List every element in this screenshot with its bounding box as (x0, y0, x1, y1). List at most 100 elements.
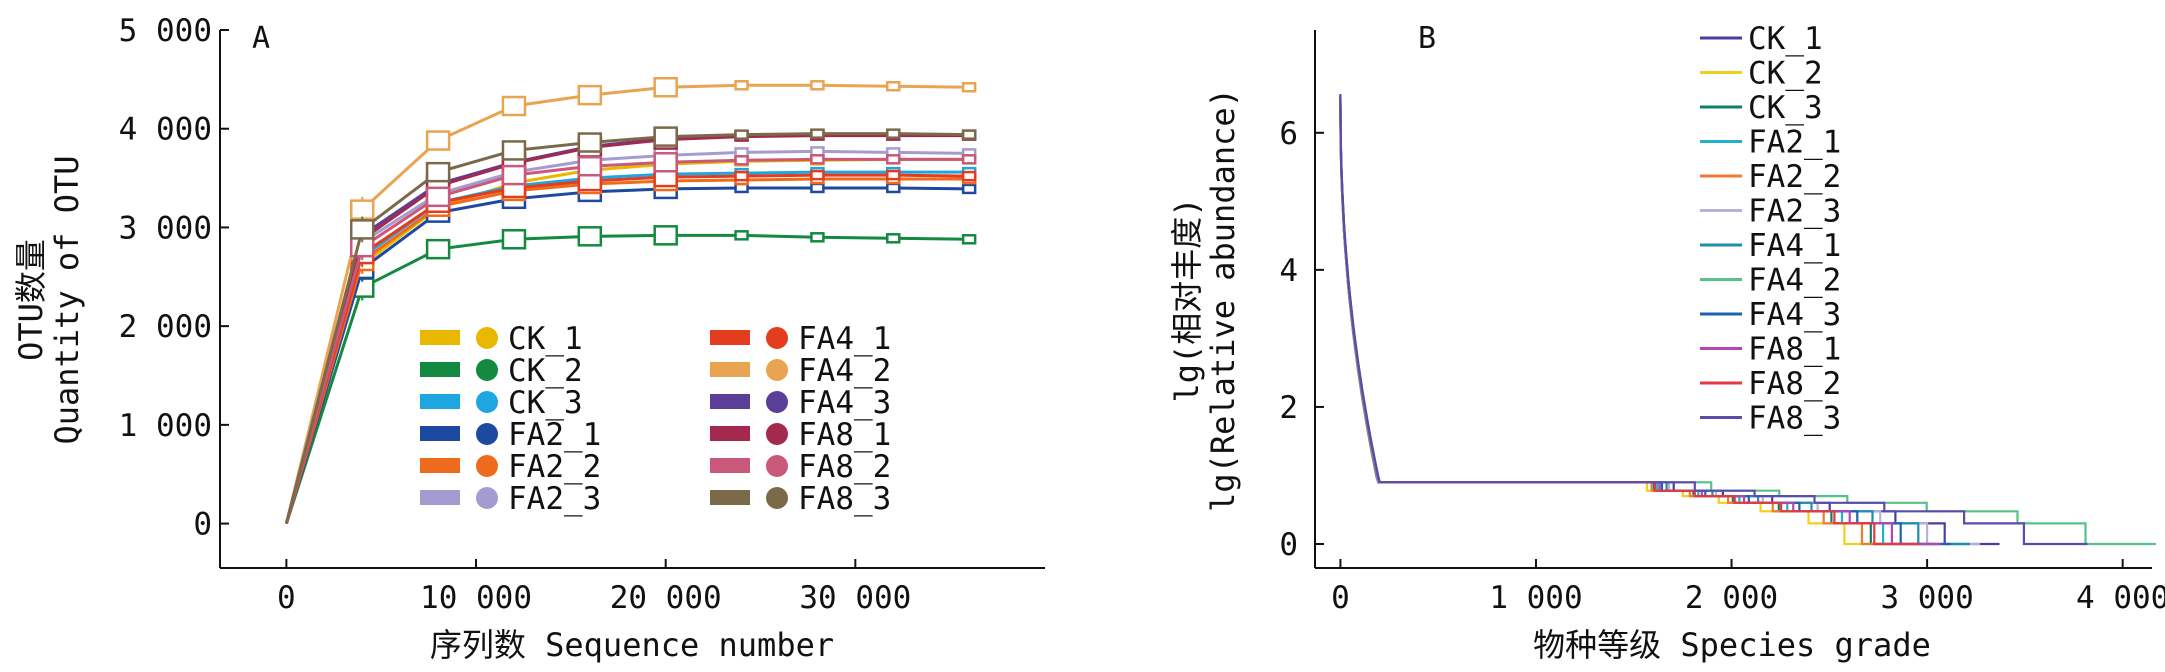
panel-a-y-tick-label: 5 000 (119, 13, 212, 49)
panel-b-legend-label: FA2_3 (1748, 194, 1841, 230)
panel-b-legend-item: CK_2 (1700, 56, 1823, 92)
panel-a-series-fa4-2 (284, 77, 977, 524)
panel-b-legend-label: FA2_1 (1748, 125, 1841, 161)
panel-a-box-marker (886, 128, 901, 139)
panel-a-box-marker (653, 126, 678, 147)
panel-a-box-marker (961, 183, 977, 195)
panel-a-box-marker (810, 182, 825, 194)
panel-a-legend-label: FA4_1 (798, 321, 891, 357)
panel-a-legend-dot (766, 455, 788, 477)
panel-a-legend-dot (766, 327, 788, 349)
panel-a-series-line (284, 134, 970, 524)
panel-b-legend-item: FA8_3 (1700, 401, 1841, 437)
panel-b-series-fa8-1 (1339, 95, 1941, 546)
panel-a-legend-item: CK_1 (420, 321, 583, 357)
panel-a-box-marker (734, 129, 749, 140)
panel-a-y-tick-label: 3 000 (119, 210, 212, 246)
panel-b-legend-item: FA4_1 (1700, 228, 1841, 264)
panel-a-legend-item: FA2_2 (420, 449, 601, 485)
panel-a-box-marker (577, 226, 603, 247)
panel-a-legend-label: CK_2 (508, 353, 583, 389)
panel-b-x-tick-label: 4 000 (2076, 580, 2165, 616)
panel-a-x-tick-label: 30 000 (799, 580, 911, 616)
panel-a-legend-dot (766, 423, 788, 445)
panel-a-legend-item: FA4_2 (710, 353, 891, 389)
panel-a-x-tick-label: 0 (277, 580, 296, 616)
panel-a-box-marker (501, 140, 527, 161)
panel-b-y-tick-label: 2 (1279, 390, 1298, 426)
panel-a-legend-item: FA8_2 (710, 449, 891, 485)
panel-b-y-tick-label: 0 (1279, 527, 1298, 563)
panel-b-series-fa4-1 (1339, 98, 1971, 546)
panel-a-legend-label: CK_1 (508, 321, 583, 357)
panel-b-legend-label: CK_1 (1748, 21, 1823, 57)
panel-a-legend-swatch (710, 362, 750, 377)
panel-a-legend-label: FA8_3 (798, 481, 891, 517)
panel-b-legend-label: FA2_2 (1748, 159, 1841, 195)
panel-a-box-marker (349, 199, 375, 220)
panel-a-y-label-en: Quantity of OTU (48, 156, 86, 445)
panel-a-series-line (284, 173, 970, 524)
panel-a-box-marker (886, 233, 901, 244)
panel-b-series-fa2-3 (1339, 98, 1980, 546)
panel-b: B 0 1 000 2 000 3 000 4 000 0 2 4 6 物种等级 Species… (1168, 21, 2165, 664)
panel-b-legend-item: CK_1 (1700, 21, 1823, 57)
panel-a-legend-label: FA2_1 (508, 417, 601, 453)
panel-a-box-marker (961, 234, 977, 245)
panel-a-legend-item: FA8_3 (710, 481, 891, 517)
panel-a-box-marker (961, 170, 977, 182)
panel-a-box-marker (961, 154, 977, 165)
panel-a-legend-swatch (710, 394, 750, 409)
panel-a-box-marker (810, 169, 825, 181)
panel-a-legend-dot (766, 391, 788, 413)
panel-b-series (1339, 93, 2156, 546)
panel-a-y-label-cn: OTU数量 (12, 239, 50, 361)
panel-a-box-marker (349, 219, 375, 240)
panel-a-box-marker (734, 155, 749, 166)
panel-b-x-tick-label: 1 000 (1489, 580, 1582, 616)
panel-a-box-marker (810, 80, 825, 91)
panel-a-box-marker (425, 238, 451, 260)
panel-a-y-tick-label: 0 (193, 507, 212, 543)
panel-a-box-marker (810, 128, 825, 139)
panel-a-legend-item: FA2_1 (420, 417, 601, 453)
panel-a-legend-label: FA4_3 (798, 385, 891, 421)
panel-a-box-marker (577, 84, 603, 106)
panel-a-box-marker (810, 232, 825, 243)
panel-b-series-fa4-3 (1339, 96, 1951, 546)
panel-b-x-tick-label: 2 000 (1685, 580, 1778, 616)
panel-a-legend-item: CK_3 (420, 385, 583, 421)
panel-b-legend: CK_1CK_2CK_3FA2_1FA2_2FA2_3FA4_1FA4_2FA4… (1700, 21, 1841, 437)
panel-a-box-marker (734, 80, 749, 91)
panel-a-y-tick-label: 4 000 (119, 112, 212, 148)
panel-a-legend-item: FA4_3 (710, 385, 891, 421)
panel-a-box-marker (734, 170, 749, 182)
panel-a-box-marker (501, 229, 527, 250)
panel-b-legend-item: CK_3 (1700, 90, 1823, 126)
panel-a-legend-swatch (420, 330, 460, 345)
panel-a-legend-label: FA2_2 (508, 449, 601, 485)
panel-b-y-tick-label: 4 (1279, 253, 1298, 289)
panel-a-box-marker (501, 164, 527, 186)
panel-a-ticks: 0 10 000 20 000 30 000 0 1 000 2 000 3 000 4 000… (119, 13, 912, 616)
panel-a-legend-swatch (420, 458, 460, 473)
panel-a-series-line (284, 132, 970, 524)
panel-a-box-marker (653, 225, 678, 246)
panel-a-legend-label: FA4_2 (798, 353, 891, 389)
panel-a-y-tick-label: 1 000 (119, 408, 212, 444)
panel-a-x-tick-label: 10 000 (420, 580, 532, 616)
panel-b-y-label-cn: lg(相对丰度) (1168, 197, 1206, 402)
panel-a-y-tick-label: 2 000 (119, 309, 212, 345)
panel-a-box-marker (577, 132, 603, 153)
panel-a-legend-dot (766, 359, 788, 381)
panel-a-box-marker (886, 169, 901, 181)
panel-b-letter: B (1418, 21, 1436, 56)
panel-a-box-marker (810, 154, 825, 165)
panel-b-legend-label: FA8_3 (1748, 401, 1841, 437)
panel-a-letter: A (252, 21, 270, 56)
panel-a-legend-swatch (420, 394, 460, 409)
panel-a-box-marker (501, 95, 527, 117)
panel-b-legend-item: FA4_3 (1700, 297, 1841, 333)
panel-b-x-tick-label: 0 (1331, 580, 1350, 616)
